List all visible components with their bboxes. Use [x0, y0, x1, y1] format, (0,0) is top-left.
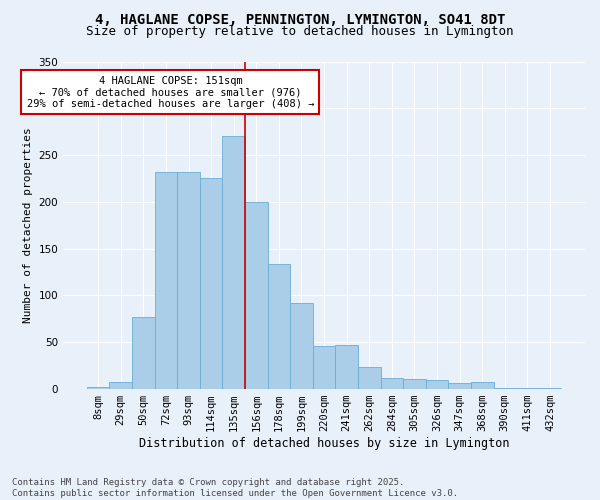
Bar	[539, 388, 561, 389]
Y-axis label: Number of detached properties: Number of detached properties	[23, 128, 33, 323]
Bar	[87, 387, 109, 389]
Text: 4 HAGLANE COPSE: 151sqm
← 70% of detached houses are smaller (976)
29% of semi-d: 4 HAGLANE COPSE: 151sqm ← 70% of detache…	[26, 76, 314, 108]
Bar	[177, 172, 200, 389]
Bar	[516, 388, 539, 389]
Bar	[132, 317, 155, 389]
Bar	[223, 136, 245, 389]
Text: Size of property relative to detached houses in Lymington: Size of property relative to detached ho…	[86, 25, 514, 38]
Bar	[335, 345, 358, 389]
X-axis label: Distribution of detached houses by size in Lymington: Distribution of detached houses by size …	[139, 437, 509, 450]
Bar	[426, 380, 448, 389]
Bar	[358, 366, 380, 389]
Bar	[245, 202, 268, 389]
Bar	[494, 388, 516, 389]
Bar	[200, 178, 223, 389]
Bar	[290, 303, 313, 389]
Text: Contains HM Land Registry data © Crown copyright and database right 2025.
Contai: Contains HM Land Registry data © Crown c…	[12, 478, 458, 498]
Bar	[313, 346, 335, 389]
Bar	[155, 172, 177, 389]
Bar	[268, 264, 290, 389]
Bar	[448, 382, 471, 389]
Bar	[109, 382, 132, 389]
Bar	[403, 379, 426, 389]
Text: 4, HAGLANE COPSE, PENNINGTON, LYMINGTON, SO41 8DT: 4, HAGLANE COPSE, PENNINGTON, LYMINGTON,…	[95, 12, 505, 26]
Bar	[471, 382, 494, 389]
Bar	[380, 378, 403, 389]
